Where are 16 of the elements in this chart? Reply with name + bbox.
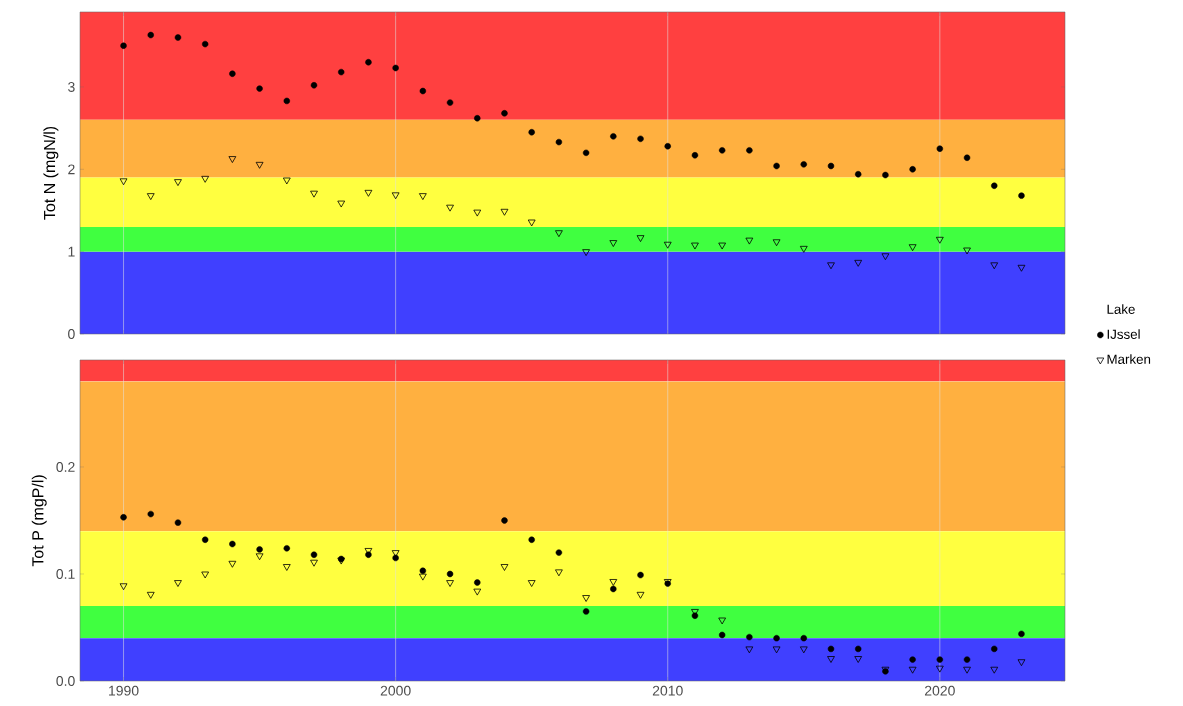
x-tick-label: 2000 [380, 685, 411, 696]
x-tick-label: 2020 [924, 685, 955, 696]
y-axis-title: Tot N (mgN/l) [43, 126, 59, 220]
y-tick-label: 0.0 [56, 676, 75, 686]
y-tick-label: 2 [68, 164, 75, 175]
y-tick-label: 0.2 [56, 462, 75, 472]
y-axis-title: Tot P (mgP/l) [31, 475, 47, 567]
legend-label: IJssel [1107, 329, 1140, 339]
x-tick-label: 1990 [109, 685, 139, 696]
legend-title: Lake [1107, 304, 1135, 314]
y-tick-label: 0.1 [56, 569, 75, 579]
legend-label: Marken [1107, 354, 1151, 364]
x-tick-label: 2010 [652, 685, 683, 696]
y-tick-label: 3 [68, 81, 75, 92]
y-tick-label: 0 [68, 329, 75, 339]
y-tick-label: 1 [68, 246, 75, 257]
